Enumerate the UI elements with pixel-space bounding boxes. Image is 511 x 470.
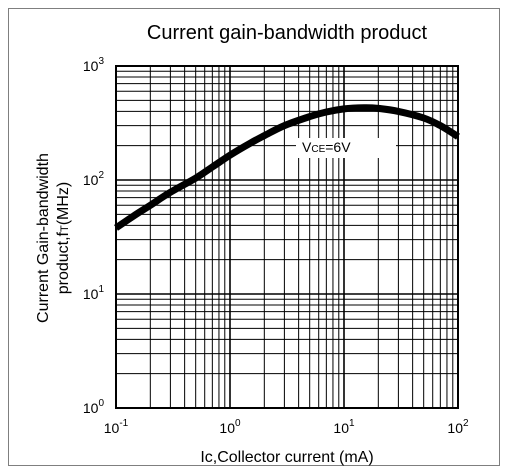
vce-annotation: VCE=6V [296,138,396,158]
x-tick-label: 100 [219,418,241,436]
x-tick-labels: 10-1 100 101 102 [104,418,469,436]
annotation-rest: =6V [325,139,351,155]
annotation-sub: CE [311,144,325,155]
x-tick-label: 101 [333,418,355,436]
x-tick-label: 10-1 [104,418,129,436]
y-axis-label-line1: Current Gain-bandwidth [35,153,52,323]
vce-annotation-text: VCE=6V [302,139,351,155]
plot-grid [116,66,458,408]
y-tick-label: 102 [83,170,105,188]
plot-border [115,65,459,409]
series-layer [113,104,460,231]
chart-title: Current gain-bandwidth product [147,22,428,44]
x-axis-label: Ic,Collector current (mA) [200,449,373,466]
y-label-prefix: product,f [55,231,72,294]
y-axis-label-line2: product,fT(MHz) [55,182,72,295]
series-line [113,104,460,231]
chart-frame [8,8,500,466]
y-tick-label: 101 [83,284,105,302]
annotation-main: V [302,139,312,155]
y-tick-label: 103 [83,56,105,74]
x-tick-label: 102 [447,418,469,436]
y-label-suffix: (MHz) [55,182,72,226]
y-label-subscript: T [59,225,71,232]
y-tick-labels: 100 101 102 103 [83,56,105,416]
y-tick-label: 100 [83,398,105,416]
